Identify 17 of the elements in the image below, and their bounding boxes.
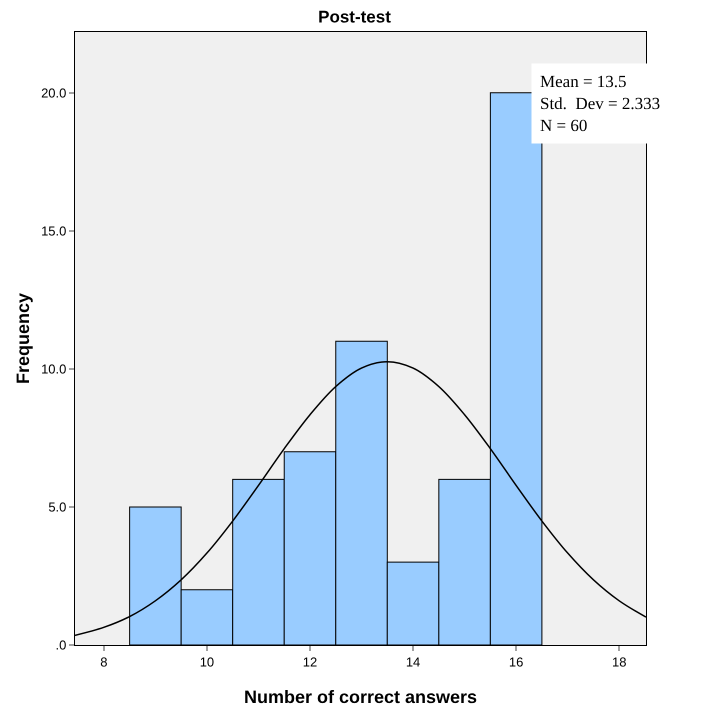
annotation: Mean = 13.5 bbox=[540, 72, 627, 91]
x-tick-label: 14 bbox=[406, 654, 420, 670]
y-tick-label: 20.0 bbox=[41, 85, 66, 100]
y-axis-title: Frequency bbox=[13, 292, 33, 384]
chart-title: Post-test bbox=[318, 8, 392, 27]
y-tick-label: 15.0 bbox=[41, 223, 66, 238]
annotation: N = 60 bbox=[540, 116, 588, 136]
x-tick-label: 16 bbox=[508, 654, 524, 670]
x-tick-label: 18 bbox=[612, 654, 626, 670]
x-tick-label: 8 bbox=[100, 654, 108, 670]
y-tick-label: 5.0 bbox=[48, 499, 66, 514]
annotation: Std. Dev = 2.333 bbox=[540, 94, 660, 114]
y-tick-label: .0 bbox=[56, 638, 66, 653]
x-axis-title: Number of correct answers bbox=[244, 687, 478, 707]
x-tick-label: 10 bbox=[200, 654, 214, 670]
y-tick-label: 10.0 bbox=[41, 361, 66, 376]
x-tick-label: 12 bbox=[302, 654, 318, 670]
